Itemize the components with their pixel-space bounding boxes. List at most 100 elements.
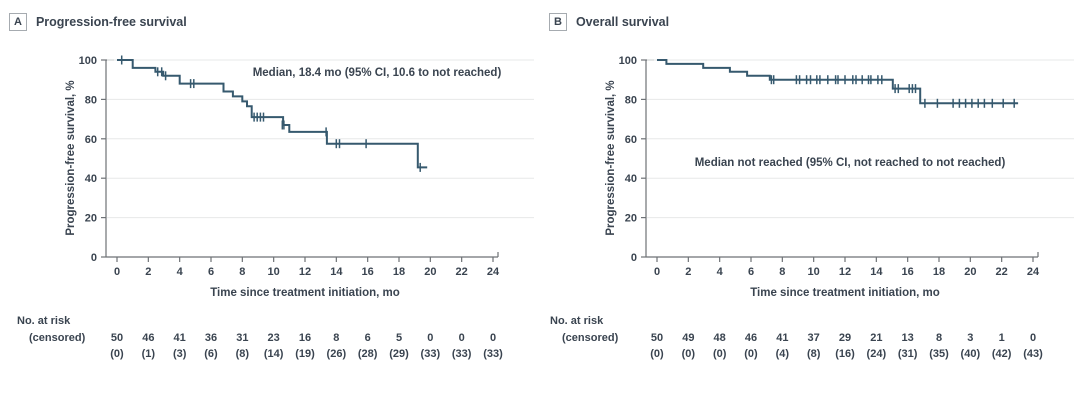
- censored-value: (14): [264, 348, 284, 360]
- x-tick-label: 20: [424, 266, 436, 278]
- at-risk-value: 0: [427, 332, 433, 344]
- x-axis-label: Time since treatment initiation, mo: [750, 287, 940, 299]
- censored-value: (4): [776, 348, 790, 360]
- km-plot-overall-survival: (43) 0 (42) 1 (40) 3 (35) 8 (31) 13 (24) 21 (16) 29 (8…: [550, 55, 1074, 360]
- y-tick-label: 0: [91, 252, 97, 264]
- panel-progression-free-survival: A Progression-free survival (33) 0 (33) 0 (3…: [9, 13, 534, 360]
- y-tick-label: 0: [631, 252, 637, 264]
- censored-value: (0): [110, 348, 124, 360]
- censored-value: (26): [327, 348, 347, 360]
- censored-value: (33): [452, 348, 472, 360]
- x-tick-label: 4: [717, 266, 724, 278]
- at-risk-value: 6: [365, 332, 371, 344]
- at-risk-value: 36: [205, 332, 217, 344]
- censored-value: (0): [713, 348, 727, 360]
- y-tick-label: 80: [85, 94, 97, 106]
- x-tick-label: 8: [239, 266, 245, 278]
- at-risk-value: 21: [870, 332, 882, 344]
- at-risk-value: 0: [490, 332, 496, 344]
- censored-value: (0): [650, 348, 664, 360]
- panel-overall-survival: B Overall survival (43) 0 (42) 1 (40) 3 (35) 8(…: [540, 0, 1080, 400]
- x-tick-label: 2: [145, 266, 151, 278]
- risk-table-header-line2: (censored): [562, 332, 619, 344]
- at-risk-value: 0: [459, 332, 465, 344]
- at-risk-value: 8: [333, 332, 339, 344]
- risk-table-header-line2: (censored): [29, 332, 86, 344]
- at-risk-value: 3: [967, 332, 973, 344]
- km-curve: [657, 59, 1019, 105]
- x-tick-label: 16: [362, 266, 374, 278]
- censored-value: (33): [421, 348, 441, 360]
- censored-value: (35): [929, 348, 949, 360]
- at-risk-value: 50: [651, 332, 663, 344]
- censored-value: (0): [682, 348, 696, 360]
- y-axis-label: Progression-free survival, %: [605, 80, 617, 235]
- x-tick-label: 6: [748, 266, 754, 278]
- at-risk-value: 13: [902, 332, 914, 344]
- censored-value: (8): [807, 348, 821, 360]
- censored-value: (24): [867, 348, 887, 360]
- panel-letter-badge: A: [9, 13, 27, 31]
- censored-value: (8): [236, 348, 250, 360]
- panel-title: Progression-free survival: [35, 15, 187, 29]
- x-tick-label: 4: [177, 266, 184, 278]
- censored-value: (0): [744, 348, 758, 360]
- censored-value: (1): [142, 348, 156, 360]
- y-tick-label: 80: [625, 94, 637, 106]
- y-tick-label: 40: [85, 173, 97, 185]
- censored-value: (43): [1023, 348, 1043, 360]
- x-tick-label: 6: [208, 266, 214, 278]
- risk-table-header-line1: No. at risk: [550, 315, 604, 327]
- at-risk-value: 41: [776, 332, 788, 344]
- x-tick-label: 18: [933, 266, 945, 278]
- at-risk-value: 41: [174, 332, 186, 344]
- x-tick-label: 10: [808, 266, 820, 278]
- censored-value: (31): [898, 348, 918, 360]
- at-risk-value: 0: [1030, 332, 1036, 344]
- at-risk-value: 23: [268, 332, 280, 344]
- y-tick-label: 100: [619, 55, 637, 67]
- at-risk-value: 48: [714, 332, 726, 344]
- at-risk-value: 46: [745, 332, 757, 344]
- panel-title: Overall survival: [575, 15, 670, 29]
- x-tick-label: 18: [393, 266, 405, 278]
- x-tick-label: 12: [839, 266, 851, 278]
- median-annotation: Median, 18.4 mo (95% CI, 10.6 to not rea…: [253, 67, 502, 79]
- risk-table-header-line1: No. at risk: [17, 315, 71, 327]
- censored-value: (3): [173, 348, 187, 360]
- x-tick-label: 14: [330, 266, 343, 278]
- y-tick-label: 40: [625, 173, 637, 185]
- censored-value: (28): [358, 348, 378, 360]
- x-tick-label: 12: [299, 266, 311, 278]
- censored-value: (19): [295, 348, 315, 360]
- at-risk-value: 16: [299, 332, 311, 344]
- at-risk-value: 8: [936, 332, 942, 344]
- censored-value: (16): [835, 348, 855, 360]
- at-risk-value: 46: [142, 332, 154, 344]
- y-tick-label: 60: [625, 134, 637, 146]
- y-tick-label: 100: [79, 55, 97, 67]
- at-risk-value: 49: [682, 332, 694, 344]
- x-tick-label: 8: [779, 266, 785, 278]
- at-risk-value: 29: [839, 332, 851, 344]
- median-annotation: Median not reached (95% CI, not reached …: [695, 157, 1006, 169]
- x-tick-label: 24: [1027, 266, 1040, 278]
- at-risk-value: 31: [236, 332, 248, 344]
- x-tick-label: 10: [268, 266, 280, 278]
- at-risk-value: 5: [396, 332, 402, 344]
- x-tick-label: 2: [685, 266, 691, 278]
- x-tick-label: 24: [487, 266, 500, 278]
- censored-value: (6): [204, 348, 218, 360]
- panel-b-heading: B Overall survival: [549, 13, 669, 31]
- y-tick-label: 60: [85, 134, 97, 146]
- km-curve: [117, 59, 428, 169]
- x-tick-label: 16: [902, 266, 914, 278]
- x-tick-label: 0: [654, 266, 660, 278]
- x-tick-label: 0: [114, 266, 120, 278]
- censored-value: (42): [992, 348, 1012, 360]
- y-axis-label: Progression-free survival, %: [65, 80, 77, 235]
- x-tick-label: 14: [870, 266, 883, 278]
- x-tick-label: 20: [964, 266, 976, 278]
- panel-letter-badge: B: [549, 13, 567, 31]
